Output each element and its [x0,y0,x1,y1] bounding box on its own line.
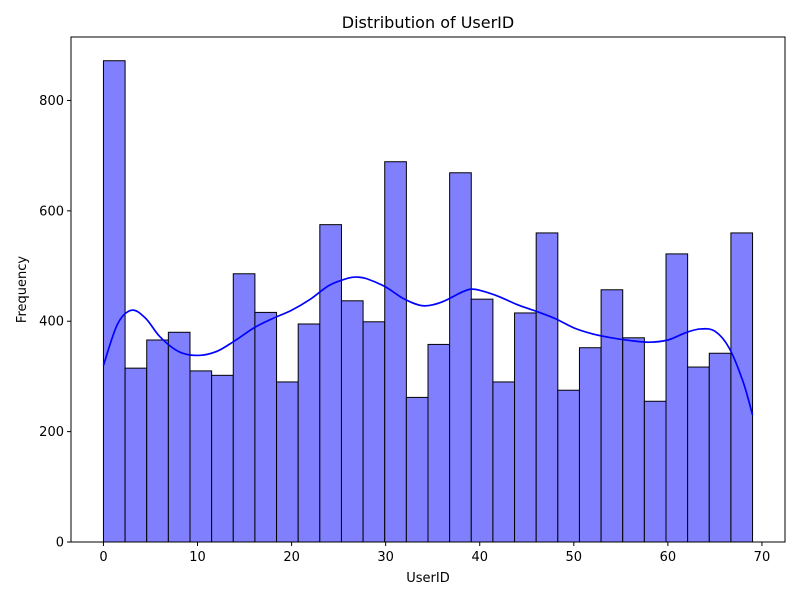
histogram-bar [557,389,580,543]
kde-line [102,276,754,416]
histogram-bar [211,374,234,543]
histogram-bar [254,311,278,543]
y-axis-label: Frequency [15,256,30,323]
x-tick-label: 60 [660,550,677,565]
x-tick-label: 50 [566,550,583,565]
x-tick-label: 40 [471,550,488,565]
histogram-bar [514,312,537,543]
x-tick-label: 10 [189,550,206,565]
histogram-bar [232,273,256,543]
y-tick-label: 400 [39,315,64,330]
histogram-bar [449,172,472,543]
y-tick-label: 0 [56,536,64,551]
histogram-bar [687,366,710,543]
histogram-bar [167,331,191,543]
chart-title: Distribution of UserID [342,13,514,32]
histogram-bar [189,370,213,543]
y-axis: 0 200 400 600 800 [39,94,71,551]
x-axis-label: UserID [406,571,449,586]
histogram-bar [622,337,645,543]
plot-area [102,60,754,543]
histogram-bar [405,396,429,543]
histogram-bar [427,343,451,543]
histogram-bar [102,60,126,543]
histogram-bar [643,400,667,543]
histogram-bar [276,381,299,543]
histogram-bar [578,347,602,543]
histogram-bar [470,298,494,543]
histogram-bar [492,381,516,543]
histogram-bar [600,289,624,543]
y-tick-label: 800 [39,94,64,109]
x-tick-label: 30 [377,550,394,565]
histogram-bar [340,300,364,543]
x-tick-label: 70 [754,550,771,565]
histogram-bar [730,232,754,543]
histogram-bar [297,323,321,543]
histogram-bar [665,253,689,543]
x-tick-label: 20 [283,550,300,565]
histogram-bar [384,161,407,543]
histogram-bar [708,352,732,543]
x-tick-label: 0 [99,550,107,565]
y-tick-label: 600 [39,204,64,219]
histogram-bar [362,321,386,543]
x-axis: 0 10 20 30 40 50 60 70 [99,542,770,565]
histogram-bar [146,339,169,543]
y-tick-label: 200 [39,425,64,440]
histogram-bar [124,367,148,543]
histogram-bar [535,232,559,543]
axes-frame [70,36,786,543]
histogram-bar [319,224,342,543]
